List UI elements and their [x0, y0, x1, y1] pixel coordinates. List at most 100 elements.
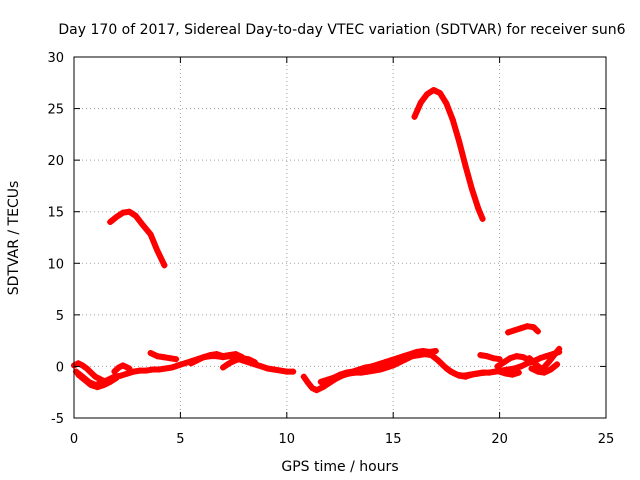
data-point-marker	[475, 370, 482, 377]
data-point-marker	[337, 371, 343, 378]
series-low-3	[73, 353, 297, 388]
data-point-marker	[290, 368, 297, 375]
y-tick-label: 0	[56, 360, 64, 375]
data-point-marker	[468, 371, 475, 378]
data-point-marker	[430, 87, 437, 94]
data-point-marker	[434, 357, 441, 364]
data-point-marker	[168, 364, 175, 371]
data-point-marker	[105, 376, 112, 383]
data-point-marker	[156, 366, 163, 373]
data-point-marker	[515, 369, 522, 376]
series-arc-mid	[505, 323, 541, 336]
data-point-marker	[496, 368, 503, 375]
data-point-marker	[115, 364, 122, 371]
data-point-marker	[207, 352, 214, 359]
chart-title: Day 170 of 2017, Sidereal Day-to-day VTE…	[58, 22, 625, 38]
series-low-9	[317, 347, 439, 385]
data-point-marker	[462, 163, 469, 170]
data-point-marker	[126, 365, 133, 372]
data-point-marker	[175, 362, 182, 369]
data-point-marker	[132, 212, 139, 219]
data-point-marker	[161, 262, 168, 269]
x-tick-label: 25	[598, 432, 615, 447]
data-point-marker	[526, 355, 533, 362]
data-point-marker	[119, 362, 126, 369]
data-point-marker	[126, 208, 133, 215]
data-point-marker	[166, 355, 173, 362]
data-point-marker	[147, 231, 154, 238]
data-point-marker	[520, 354, 527, 361]
data-point-marker	[283, 368, 290, 375]
y-tick-label: -5	[51, 412, 64, 427]
y-tick-label: 15	[47, 206, 64, 221]
y-tick-label: 30	[47, 51, 64, 66]
data-point-marker	[232, 351, 239, 358]
data-point-marker	[394, 355, 401, 362]
data-point-marker	[547, 366, 554, 373]
data-point-marker	[545, 359, 552, 366]
series-low-7	[219, 355, 258, 371]
data-point-marker	[449, 116, 456, 123]
data-point-marker	[541, 369, 548, 376]
data-point-marker	[319, 384, 326, 391]
data-point-marker	[277, 367, 284, 374]
data-point-marker	[153, 353, 160, 360]
data-point-marker	[509, 371, 516, 378]
y-axis-label: SDTVAR / TECUs	[6, 181, 22, 296]
data-point-marker	[219, 353, 226, 360]
data-point-marker	[239, 355, 246, 362]
data-point-marker	[251, 359, 258, 366]
data-point-marker	[305, 379, 312, 386]
series-low-10	[443, 365, 488, 380]
data-point-marker	[98, 379, 105, 386]
data-point-marker	[162, 365, 169, 372]
y-tick-label: 25	[47, 103, 64, 118]
data-point-marker	[188, 360, 195, 367]
data-point-marker	[375, 361, 382, 368]
data-point-marker	[537, 355, 544, 362]
series-line	[111, 362, 133, 375]
y-axis-ticks: -5 0 5 10 15 20 25 30	[47, 51, 606, 427]
data-point-marker	[330, 374, 337, 381]
series-low-4	[111, 362, 133, 375]
data-point-marker	[530, 324, 537, 331]
data-point-marker	[494, 363, 501, 370]
data-point-marker	[83, 365, 90, 372]
series-low-6	[188, 351, 246, 367]
data-point-marker	[88, 369, 95, 376]
x-tick-label: 0	[70, 432, 78, 447]
x-tick-label: 5	[176, 432, 184, 447]
data-point-marker	[407, 351, 414, 358]
data-point-marker	[219, 364, 226, 371]
data-point-marker	[390, 362, 397, 369]
data-point-marker	[411, 113, 418, 120]
data-point-marker	[75, 360, 82, 367]
data-point-marker	[181, 360, 188, 367]
data-point-marker	[417, 99, 424, 106]
data-point-marker	[513, 353, 520, 360]
data-point-marker	[449, 369, 456, 376]
x-axis-ticks: 0 5 10 15 20 25	[70, 57, 614, 447]
data-point-marker	[456, 138, 463, 145]
data-point-marker	[400, 353, 407, 360]
data-point-marker	[119, 209, 126, 216]
data-point-marker	[113, 213, 120, 220]
data-point-marker	[79, 362, 86, 369]
data-point-marker	[554, 361, 561, 368]
data-point-marker	[124, 370, 131, 377]
series-arc-high-1	[107, 208, 168, 269]
data-point-marker	[424, 91, 431, 98]
data-point-marker	[264, 365, 271, 372]
data-point-marker	[356, 366, 363, 373]
y-tick-label: 10	[47, 257, 64, 272]
data-point-marker	[213, 351, 220, 358]
data-point-marker	[143, 367, 150, 374]
data-point-marker	[528, 365, 535, 372]
data-point-marker	[426, 348, 433, 355]
data-point-marker	[194, 357, 201, 364]
data-point-marker	[130, 368, 137, 375]
series-line	[411, 87, 486, 222]
data-point-marker	[475, 205, 482, 212]
data-point-marker	[271, 366, 278, 373]
